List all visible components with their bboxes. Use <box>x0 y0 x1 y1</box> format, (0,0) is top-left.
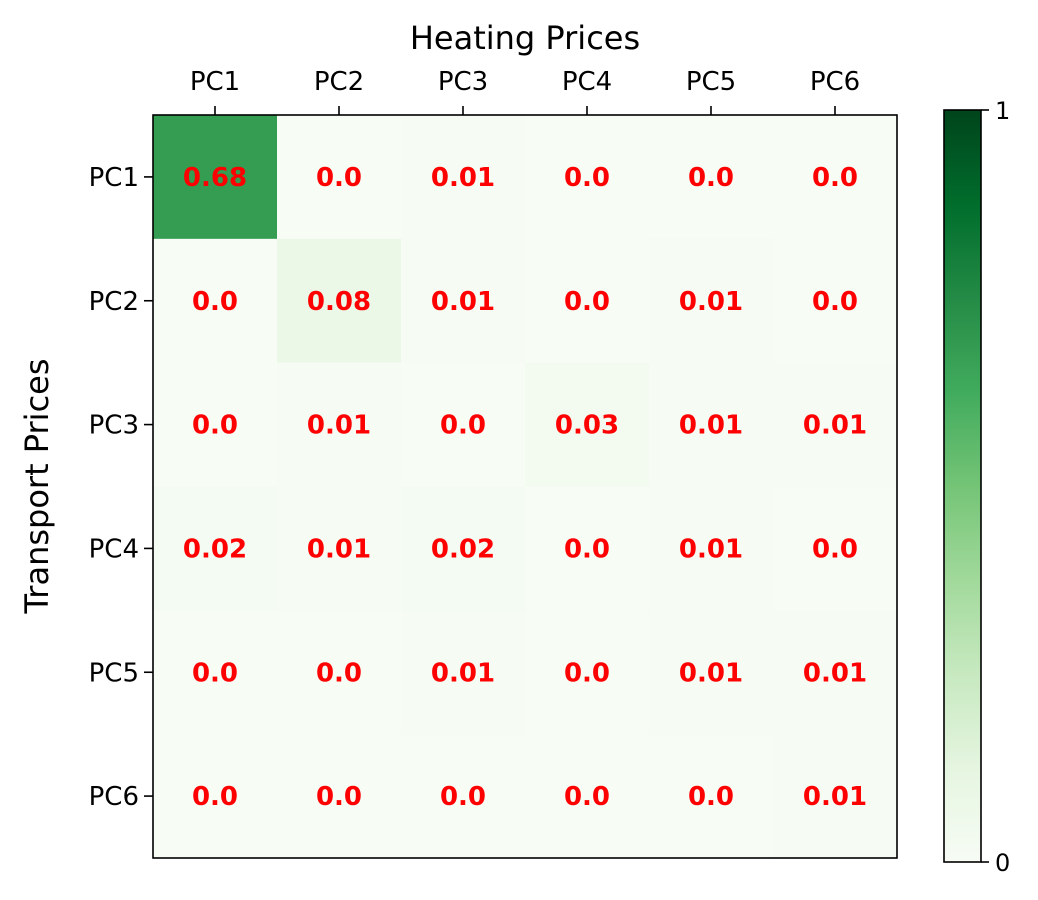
cell-value-label: 0.0 <box>812 287 858 317</box>
heatmap-cell <box>773 362 898 487</box>
cell-value-label: 0.02 <box>183 534 247 564</box>
cell-value-label: 0.01 <box>431 287 495 317</box>
x-tick-label: PC4 <box>562 67 612 97</box>
cell-value-label: 0.0 <box>192 287 238 317</box>
y-axis-ticks: PC1 PC2 PC3 PC4 PC5 PC6 <box>89 163 153 812</box>
heatmap-cell <box>277 115 402 240</box>
y-tick-label: PC1 <box>89 163 139 193</box>
heatmap-cell <box>401 238 526 364</box>
cell-value-label: 0.0 <box>192 658 238 688</box>
cell-value-label: 0.0 <box>440 411 486 441</box>
plot-frame <box>152 114 898 859</box>
x-axis-ticks: PC1 PC2 PC3 PC4 PC5 PC6 <box>190 67 860 115</box>
cell-value-label: 0.08 <box>307 287 371 317</box>
heatmap-cell <box>153 734 278 859</box>
cell-value-label: 0.01 <box>803 658 867 688</box>
heatmap-cell <box>649 610 774 735</box>
cell-value-label: 0.0 <box>688 782 734 812</box>
cell-value-label: 0.0 <box>316 782 362 812</box>
heatmap-cell <box>525 362 650 487</box>
heatmap-cell <box>525 734 650 859</box>
cell-value-label: 0.01 <box>307 411 371 441</box>
cell-value-label: 0.0 <box>316 163 362 193</box>
heatmap-cell <box>773 238 898 364</box>
cell-value-label: 0.0 <box>812 534 858 564</box>
heatmap-cell <box>649 734 774 859</box>
cell-value-label: 0.01 <box>679 287 743 317</box>
heatmap-cell <box>773 734 898 859</box>
heatmap-cell <box>401 610 526 735</box>
cell-value-label: 0.0 <box>564 782 610 812</box>
cell-value-label: 0.0 <box>192 411 238 441</box>
heatmap-cell <box>153 486 278 611</box>
heatmap-cell <box>525 610 650 735</box>
heatmap-cell <box>277 610 402 735</box>
heatmap-cell <box>153 362 278 487</box>
colorbar-tick-label: 0 <box>995 849 1010 877</box>
x-tick-label: PC5 <box>686 67 736 97</box>
colorbar-tick-label: 1 <box>995 97 1010 125</box>
cell-value-label: 0.0 <box>688 163 734 193</box>
cell-value-label: 0.01 <box>803 782 867 812</box>
y-tick-label: PC4 <box>89 534 139 564</box>
heatmap-cell <box>277 362 402 487</box>
heatmap-cell <box>153 238 278 364</box>
cell-value-label: 0.0 <box>564 534 610 564</box>
cell-value-label: 0.01 <box>431 163 495 193</box>
heatmap-cell <box>773 486 898 611</box>
y-tick-label: PC2 <box>89 287 139 317</box>
heatmap-cell <box>277 238 402 364</box>
heatmap-cell <box>525 486 650 611</box>
heatmap-cell <box>649 362 774 487</box>
cell-value-label: 0.01 <box>679 534 743 564</box>
heatmap-cell <box>153 115 278 240</box>
heatmap-cell <box>153 610 278 735</box>
cell-value-label: 0.0 <box>440 782 486 812</box>
cell-value-label: 0.01 <box>307 534 371 564</box>
heatmap-cell <box>401 486 526 611</box>
heatmap-cell <box>525 115 650 240</box>
cell-value-label: 0.0 <box>564 287 610 317</box>
heatmap-cell <box>401 115 526 240</box>
x-tick-label: PC3 <box>438 67 488 97</box>
cell-value-label: 0.0 <box>564 658 610 688</box>
heatmap-cell <box>401 734 526 859</box>
cell-value-label: 0.01 <box>679 411 743 441</box>
heatmap-cell <box>649 486 774 611</box>
x-tick-label: PC2 <box>314 67 364 97</box>
cell-value-label: 0.03 <box>555 411 619 441</box>
heatmap-cell <box>649 115 774 240</box>
cell-value-label: 0.01 <box>679 658 743 688</box>
cell-value-label: 0.0 <box>316 658 362 688</box>
colorbar-ticks: 01 <box>981 97 1010 877</box>
heatmap-cell <box>773 115 898 240</box>
heatmap-cell <box>649 238 774 364</box>
heatmap-cell <box>773 610 898 735</box>
chart-title: Heating Prices <box>410 19 640 57</box>
heatmap-annotations: 0.68 0.0 0.01 0.0 0.0 0.0 0.0 0.08 0.01 0.0 0.01 0.… <box>183 163 867 812</box>
y-tick-label: PC6 <box>89 782 139 812</box>
x-tick-label: PC1 <box>190 67 240 97</box>
colorbar <box>943 109 982 863</box>
heatmap-cell <box>277 486 402 611</box>
heatmap-cell <box>277 734 402 859</box>
y-tick-label: PC3 <box>89 411 139 441</box>
heatmap-cell <box>525 238 650 364</box>
cell-value-label: 0.01 <box>803 411 867 441</box>
y-axis-label: Transport Prices <box>18 358 56 614</box>
cell-value-label: 0.01 <box>431 658 495 688</box>
cell-value-label: 0.0 <box>564 163 610 193</box>
cell-value-label: 0.02 <box>431 534 495 564</box>
heatmap-cell <box>401 362 526 487</box>
y-tick-label: PC5 <box>89 658 139 688</box>
heatmap-cells <box>153 115 898 859</box>
cell-value-label: 0.0 <box>812 163 858 193</box>
x-tick-label: PC6 <box>810 67 860 97</box>
cell-value-label: 0.68 <box>183 163 247 193</box>
cell-value-label: 0.0 <box>192 782 238 812</box>
